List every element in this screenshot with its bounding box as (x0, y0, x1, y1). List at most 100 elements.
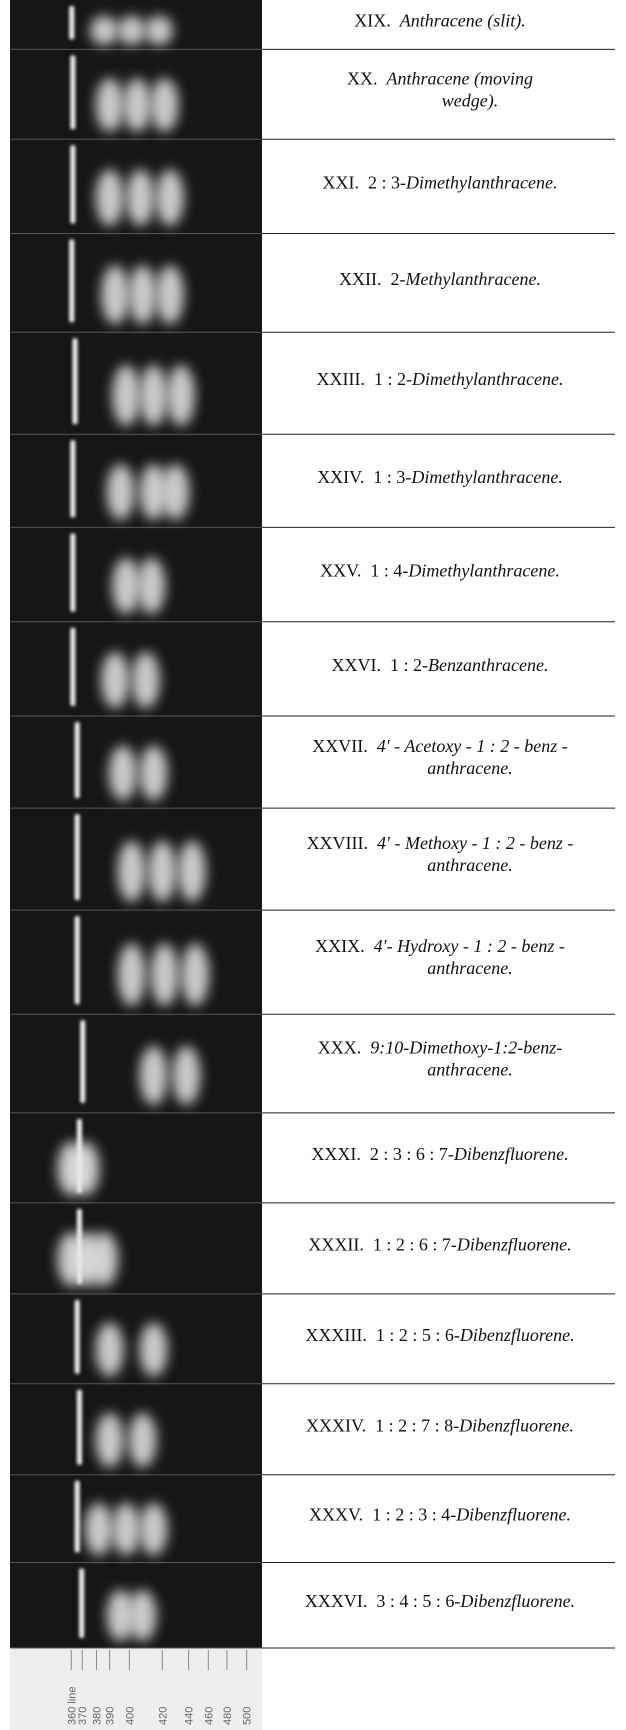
spectrum-line (70, 55, 75, 129)
spectrum-line (75, 814, 80, 900)
numeral: XXIII. (317, 369, 365, 389)
compound-name: Dimethylanthracene. (411, 369, 563, 389)
numeral: XX. (347, 68, 378, 88)
numeral: XXXIV. (306, 1415, 366, 1435)
plate-label: XXXVI. 3 : 4 : 5 : 6-Dibenzfluorene. (305, 1591, 575, 1611)
numeral: XXIX. (315, 936, 365, 956)
scale-label: 370 (77, 1707, 89, 1725)
numeral: XXXV. (309, 1505, 363, 1525)
spectrum-line (73, 338, 78, 424)
spectrum-band (107, 464, 135, 520)
spectrum-band (181, 943, 209, 1005)
compound-name: Dibenzfluorene. (459, 1325, 575, 1345)
compound-name: Dimethylanthracene. (407, 561, 559, 581)
numeral: XXV. (320, 561, 361, 581)
spectrum-band (118, 943, 146, 1005)
spectrum-band (96, 78, 124, 132)
compound-name-cont: anthracene. (427, 1060, 512, 1080)
plate-label: XXIII. 1 : 2-Dimethylanthracene. (317, 369, 564, 389)
compound-name: Dibenzfluorene. (456, 1234, 572, 1254)
plate-label: XXII. 2-Methylanthracene. (339, 269, 541, 289)
compound-name: Anthracene (slit). (399, 11, 526, 32)
spectrum-band (167, 365, 195, 426)
scale-label: 460 (203, 1707, 215, 1725)
spectrum-band (112, 1503, 140, 1556)
scale-label: 480 (222, 1707, 234, 1725)
spectrum-line (75, 1300, 80, 1374)
spectrum-line (79, 1568, 84, 1638)
spectrum-band (112, 558, 140, 615)
plate-label: XXXII. 1 : 2 : 6 : 7-Dibenzfluorene. (308, 1234, 571, 1254)
spectrum-band (118, 16, 146, 46)
compound-name-cont: anthracene. (427, 758, 512, 778)
spectrum-line (70, 533, 75, 611)
plate-label: XXX. 9:10-Dimethoxy-1:2-benz- (318, 1038, 562, 1058)
plate-label: XXIX. 4′- Hydroxy - 1 : 2 - benz - (315, 936, 565, 956)
plate-label: XXIV. 1 : 3-Dimethylanthracene. (317, 467, 563, 487)
numeral: XXII. (339, 269, 382, 289)
spectrum-band (126, 169, 154, 226)
spectrum-line (80, 1020, 85, 1103)
numeral: XXXVI. (305, 1591, 368, 1611)
spectrum-line (75, 722, 80, 798)
spectrum-band (132, 652, 160, 709)
prefix: 1 : 2 : 5 : 6- (376, 1325, 460, 1345)
plate-strip (10, 0, 262, 1648)
compound-name-cont: wedge). (442, 90, 498, 111)
scale-label: 390 (105, 1707, 117, 1725)
compound-name: 9:10-Dimethoxy-1:2-benz- (370, 1038, 562, 1058)
plate-label: XXVI. 1 : 2-Benzanthracene. (332, 655, 549, 675)
spectrum-band (139, 1503, 167, 1556)
spectrum-band (101, 652, 129, 709)
compound-name: Dibenzfluorene. (455, 1505, 571, 1525)
compound-name: Dimethylanthracene. (410, 467, 562, 487)
spectrum-line (75, 916, 80, 1004)
spectrum-band (139, 1323, 167, 1377)
prefix: 3 : 4 : 5 : 6- (376, 1591, 460, 1611)
prefix: 1 : 2- (374, 369, 412, 389)
numeral: XXIV. (317, 467, 364, 487)
prefix: 1 : 4- (370, 561, 408, 581)
spectrum-band (112, 365, 140, 426)
spectrum-line (69, 240, 74, 323)
prefix: 2 : 3 : 6 : 7- (370, 1144, 454, 1164)
plate-label: XXI. 2 : 3-Dimethylanthracene. (323, 172, 558, 192)
prefix: 1 : 2 : 7 : 8- (375, 1415, 459, 1435)
spectrum-band (148, 841, 176, 902)
spectrum-line (70, 628, 75, 706)
prefix: 1 : 2 : 6 : 7- (373, 1234, 457, 1254)
plate-label: XX. Anthracene (moving (347, 68, 533, 89)
spectrum-band (178, 841, 206, 902)
spectrum-line (77, 1390, 82, 1465)
spectrum-band (139, 745, 167, 800)
spectrum-band (101, 265, 129, 324)
spectrum-band (150, 943, 178, 1005)
scale-label: 420 (157, 1707, 169, 1725)
plate-label: XXXI. 2 : 3 : 6 : 7-Dibenzfluorene. (311, 1144, 568, 1164)
plate-label: XXVII. 4′ - Acetoxy - 1 : 2 - benz - (312, 736, 568, 756)
spectrum-band (156, 265, 184, 324)
spectrum-band (139, 1046, 167, 1105)
plate-label: XXV. 1 : 4-Dimethylanthracene. (320, 561, 560, 581)
scale-label: 400 (124, 1707, 136, 1725)
compound-name: Dibenzfluorene. (459, 1591, 575, 1611)
spectrum-line (70, 145, 75, 223)
plate-label: XXVIII. 4′ - Methoxy - 1 : 2 - benz - (307, 833, 574, 853)
compound-name-cont: anthracene. (427, 855, 512, 875)
scale-label: 440 (184, 1707, 196, 1725)
spectrum-band (96, 1413, 124, 1468)
compound-name: 4′- Hydroxy - 1 : 2 - benz - (374, 936, 565, 956)
plate-label: XXXIV. 1 : 2 : 7 : 8-Dibenzfluorene. (306, 1415, 574, 1435)
spectrum-band (109, 745, 137, 800)
spectrum-band (72, 1142, 100, 1196)
spectrum-band (172, 1046, 200, 1105)
numeral: XIX. (354, 11, 391, 31)
numeral: XXXII. (308, 1234, 364, 1254)
numeral: XXXI. (311, 1144, 361, 1164)
spectrum-band (145, 16, 173, 46)
spectrum-band (129, 1413, 157, 1468)
numeral: XXI. (323, 172, 360, 192)
spectrum-band (137, 558, 165, 615)
compound-name: Benzanthracene. (428, 655, 548, 675)
compound-name: Methylanthracene. (405, 269, 541, 289)
